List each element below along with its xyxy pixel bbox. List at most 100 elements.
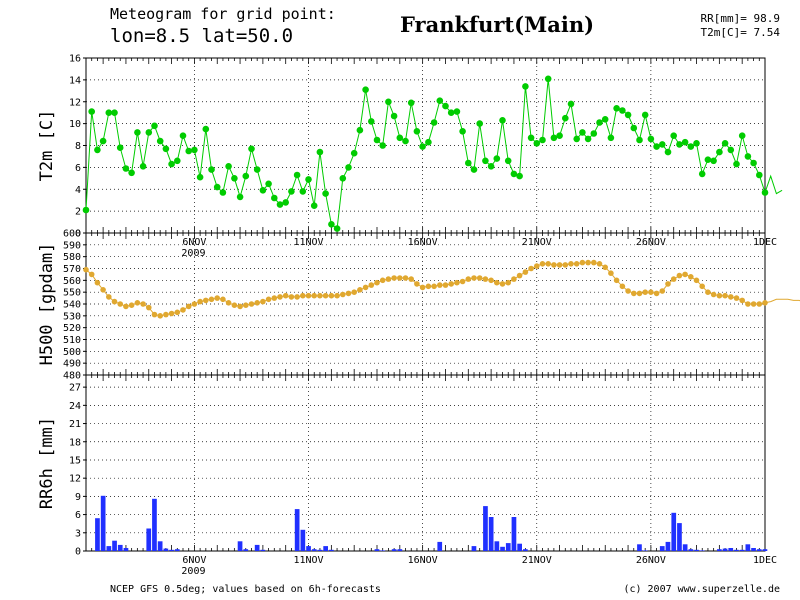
t2m-data-point [562,114,569,122]
h500-data-point [168,310,175,317]
h500-data-point [762,300,768,306]
t2m-data-point [213,183,221,191]
t2m-data-point [236,193,244,201]
h500-data-point [305,292,312,299]
t2m-data-point [402,137,409,145]
t2m-data-point [293,171,301,179]
h500-data-point [328,292,335,299]
t2m-data-point [453,108,461,115]
h500-data-point [494,279,500,286]
t2m-data-point [584,135,592,143]
h500-data-point [465,276,472,282]
h500-data-point [431,283,437,290]
h500-data-point [128,302,135,309]
h500-ytick-label: 590 [63,240,81,251]
h500-data-point [248,301,255,307]
rr-xtick-label: 21NOV [522,555,552,566]
h500-data-point [254,300,260,306]
rr-xtick-label: 11NOV [293,555,323,566]
rr-precip-bar [500,546,505,551]
h500-data-point [608,270,614,277]
t2m-data-point [556,132,563,139]
rr-precip-bar [100,495,106,551]
t2m-data-point [82,206,90,214]
t2m-data-point [487,163,495,170]
h500-data-point [277,294,283,300]
h500-data-point [568,261,574,267]
rr-precip-bar [95,518,100,551]
t2m-data-point [407,99,415,107]
h500-data-point [260,298,266,305]
h500-data-point [391,275,397,281]
rr-precip-bar [174,549,180,551]
h500-data-point [437,282,443,288]
h500-ytick-label: 560 [63,276,81,287]
rr-ytick-label: 0 [75,547,81,558]
h500-data-point [265,296,272,303]
rr-precip-bar [677,523,682,551]
t2m-data-point [721,140,729,147]
h500-data-point [385,276,392,282]
t2m-data-point [202,125,210,133]
t2m-data-point [151,122,158,130]
h500-data-point [185,303,192,310]
t2m-data-point [413,128,421,135]
t2m-data-point [710,157,717,165]
t2m-data-point [162,145,170,153]
rr-precip-bar [637,544,642,551]
h500-data-point [511,276,517,282]
h500-data-point [442,282,449,288]
t2m-data-point [328,221,335,228]
h500-data-point [733,295,740,301]
t2m-data-point [116,144,124,151]
rr-precip-bar [254,544,260,551]
h500-data-point [499,281,506,287]
t2m-ytick-label: 16 [69,54,81,65]
rr-precip-bar [694,549,699,551]
h500-data-point [322,292,329,299]
h500-data-point [545,261,551,267]
t2m-data-point [744,153,752,160]
t2m-data-point [265,180,272,188]
h500-data-point [357,287,363,293]
t2m-data-point [613,105,620,112]
rr-precip-bar [665,541,671,551]
h500-data-point [539,261,546,267]
rr-axis-title: RR6h [mm] [37,417,57,509]
data-source-note: NCEP GFS 0.5deg; values based on 6h-fore… [110,584,381,595]
t2m-data-point [208,166,215,173]
h500-data-point [688,274,694,280]
t2m-data-point [282,199,290,206]
rr-xtick-label: 16NOV [408,555,438,566]
rr-precip-bar [106,546,112,551]
rr-ytick-label: 12 [69,474,81,485]
h500-data-point [448,281,455,287]
h500-data-point [642,289,648,296]
t2m-data-point [761,189,769,196]
h500-data-point [454,279,460,286]
t2m-ytick-label: 8 [75,141,81,152]
h500-ytick-label: 570 [63,264,81,275]
t2m-xtick-label: 16NOV [408,237,438,248]
h500-data-point [88,271,95,278]
h500-data-point [693,277,700,284]
t2m-data-point [259,187,267,194]
h500-data-point [459,278,466,285]
h500-data-point [676,272,683,279]
h500-data-point [402,275,409,281]
t2m-data-point [738,132,746,139]
t2m-ytick-label: 6 [75,163,81,174]
h500-data-point [300,292,306,299]
t2m-xtick-label: 26NOV [636,237,666,248]
rr-precip-bar [260,549,266,551]
rr-xtick-label: 26NOV [636,555,666,566]
h500-data-point [414,281,420,287]
t2m-data-point [733,160,740,168]
h500-data-point [191,301,198,307]
h500-data-point [476,275,483,281]
h500-data-point [722,292,728,299]
t2m-data-point [271,194,278,202]
t2m-data-point [430,119,438,126]
h500-data-point [750,301,757,307]
t2m-xtick-label: 21NOV [522,237,552,248]
